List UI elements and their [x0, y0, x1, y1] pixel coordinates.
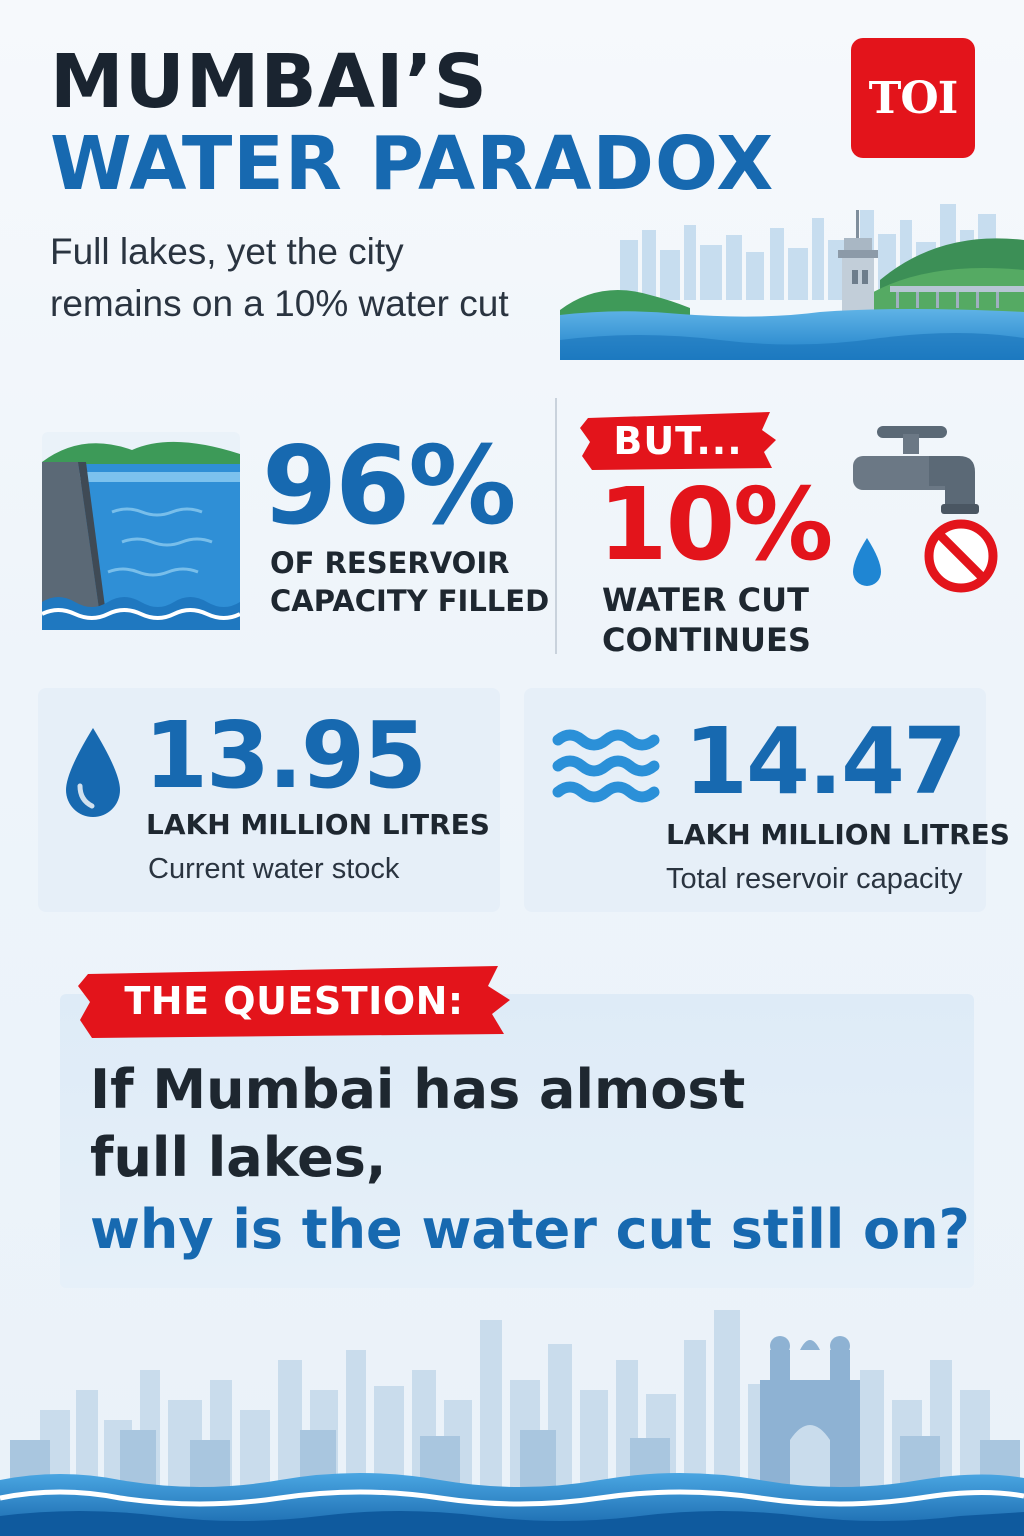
water-cut-label-line-1: WATER CUT — [602, 581, 809, 619]
question-banner-brush — [78, 966, 510, 1038]
water-stock-card: 13.95 LAKH MILLION LITRES Current water … — [38, 688, 500, 912]
subtitle-line-1: Full lakes, yet the city — [50, 231, 404, 272]
water-cut-label-line-2: CONTINUES — [602, 621, 811, 659]
city-skyline-footer — [0, 1310, 1024, 1536]
reservoir-capacity-unit: LAKH MILLION LITRES — [666, 818, 1010, 851]
question-label: THE QUESTION: — [124, 979, 464, 1023]
water-drop-icon — [66, 728, 120, 817]
reservoir-filled-label: OF RESERVOIR CAPACITY FILLED — [270, 544, 550, 620]
water-stock-description: Current water stock — [148, 853, 400, 885]
subtitle-line-2: remains on a 10% water cut — [50, 283, 509, 324]
reservoir-capacity-card: 14.47 LAKH MILLION LITRES Total reservoi… — [524, 688, 1010, 912]
stat-divider — [555, 398, 557, 654]
question-line-2: full lakes, — [90, 1126, 387, 1189]
reservoir-capacity-description: Total reservoir capacity — [666, 863, 963, 895]
water-cut-label: WATER CUT CONTINUES — [602, 580, 862, 660]
question-line-3: why is the water cut still on? — [90, 1198, 970, 1261]
tap-no-water-icon — [853, 426, 998, 593]
reservoir-filled-value: 96% — [262, 424, 517, 549]
reservoir-capacity-value: 14.47 — [684, 708, 967, 815]
toi-logo: TOI — [851, 38, 975, 158]
title-line-2: WATER PARADOX — [50, 121, 775, 207]
question-panel — [60, 994, 974, 1288]
title-line-1: MUMBAI’S — [50, 39, 488, 125]
but-banner-brush — [580, 412, 776, 470]
reservoir-label-line-1: OF RESERVOIR — [270, 546, 510, 580]
skyline-lake-illustration — [560, 204, 1024, 360]
waves-icon — [552, 729, 660, 803]
water-stock-value: 13.95 — [144, 702, 427, 809]
water-stock-unit: LAKH MILLION LITRES — [146, 808, 490, 841]
subtitle: Full lakes, yet the city remains on a 10… — [50, 226, 650, 330]
dam-icon — [42, 432, 240, 630]
question-line-1: If Mumbai has almost — [90, 1058, 746, 1121]
but-banner-text: BUT... — [613, 419, 743, 463]
water-cut-value: 10% — [598, 466, 833, 583]
reservoir-label-line-2: CAPACITY FILLED — [270, 584, 550, 618]
header: MUMBAI’S WATER PARADOX Full lakes, yet t… — [0, 0, 1024, 360]
